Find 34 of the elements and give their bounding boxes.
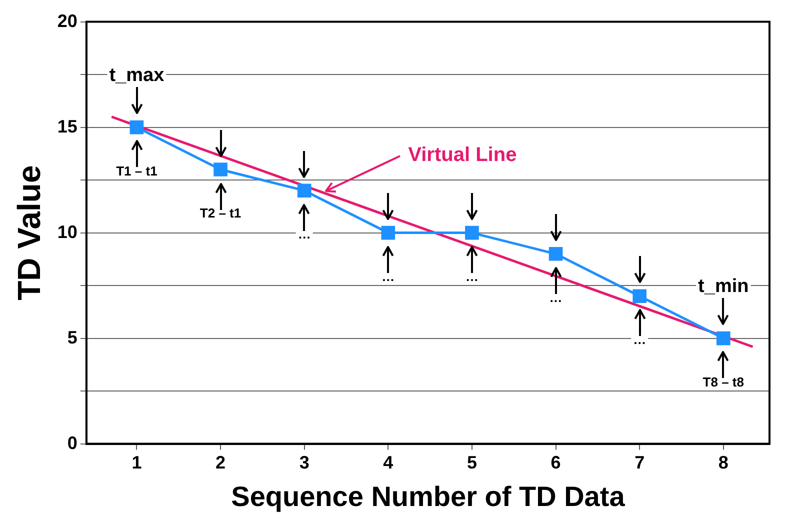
annotation: t_max [109, 65, 165, 86]
x-tick-label: 6 [550, 452, 561, 473]
point [632, 289, 646, 304]
point [548, 246, 563, 261]
x-tick-label: 3 [299, 452, 310, 473]
x-axis-title: Sequence Number of TD Data [231, 480, 626, 512]
point [381, 226, 396, 240]
point [465, 226, 479, 240]
annotation: … [633, 332, 646, 348]
annotation: t_min [698, 276, 749, 298]
x-tick-label: 1 [132, 452, 142, 473]
x-tick-label: 2 [216, 452, 226, 473]
y-tick-label: 0 [67, 432, 78, 453]
annotation: … [549, 290, 562, 305]
annotation: … [382, 268, 395, 284]
point [716, 331, 730, 346]
y-axis-title: TD Value [11, 165, 48, 300]
x-tick-label: 5 [466, 452, 477, 473]
annotation: T2 – t1 [200, 206, 242, 221]
point [214, 162, 228, 176]
point [297, 184, 312, 198]
x-tick-label: 7 [634, 452, 645, 473]
annotation: … [465, 268, 478, 284]
x-tick-label: 8 [718, 452, 728, 473]
annotation: … [298, 226, 311, 242]
text: Virtual Line [408, 144, 517, 166]
x-tick-label: 4 [383, 452, 394, 473]
y-tick-label: 10 [57, 222, 78, 242]
y-tick-label: 20 [57, 10, 78, 31]
point [130, 120, 144, 134]
annotation: T1 – t1 [116, 163, 158, 178]
y-tick-label: 5 [67, 327, 78, 348]
annotation: T8 – t8 [702, 374, 744, 390]
y-tick-label: 15 [57, 116, 78, 136]
